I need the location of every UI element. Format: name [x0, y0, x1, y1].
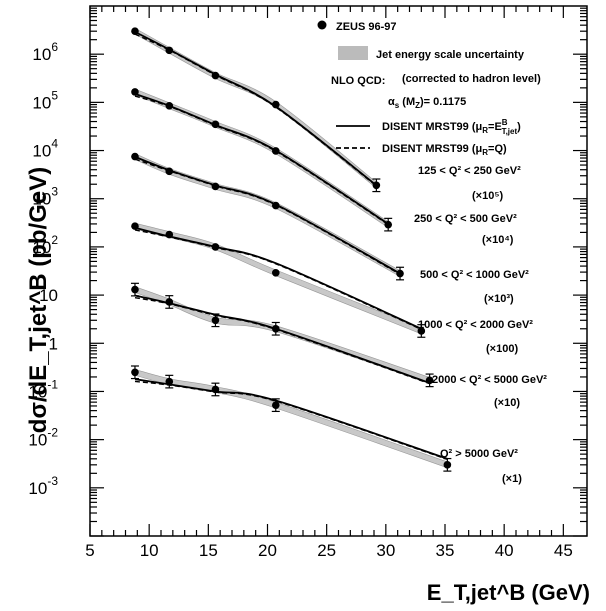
- data-point: [131, 88, 139, 96]
- y-tick-label: 104: [32, 137, 58, 161]
- y-axis-label: dσ/dE_T,jet^B (pb/GeV): [25, 167, 52, 433]
- legend-data-label: ZEUS 96-97: [336, 21, 397, 33]
- legend-nlo-label: NLO QCD:: [331, 75, 385, 87]
- data-point: [165, 101, 174, 110]
- x-axis-label: E_T,jet^B (GeV): [427, 580, 590, 605]
- data-point: [443, 461, 452, 469]
- data-point: [271, 324, 280, 333]
- x-tick-label: 5: [85, 541, 94, 560]
- x-tick-label: 35: [436, 541, 455, 560]
- uncertainty-band-5: [134, 369, 448, 469]
- series-3-scale-label: (×100): [486, 343, 518, 355]
- data-point: [131, 152, 139, 161]
- data-point: [211, 120, 220, 129]
- x-tick-label: 30: [376, 541, 395, 560]
- y-tick-label: 10-2: [28, 426, 58, 450]
- legend-band-swatch: [338, 46, 368, 60]
- series-annotations: 125 < Q² < 250 GeV² (×10⁵) 250 < Q² < 50…: [414, 165, 547, 485]
- legend-band-label: Jet energy scale uncertainty: [376, 49, 525, 61]
- data-point: [271, 269, 280, 277]
- data-points: [130, 27, 452, 472]
- y-tick-label: 10-3: [28, 474, 58, 498]
- series-4-scale-label: (×10): [494, 397, 520, 409]
- data-point: [211, 243, 220, 251]
- x-tick-label: 25: [317, 541, 336, 560]
- y-tick-label: 1: [49, 334, 58, 353]
- series-0-range-label: 125 < Q² < 250 GeV²: [418, 165, 521, 177]
- theory-solid-5: [134, 378, 448, 460]
- theory-curves: [134, 31, 448, 461]
- data-point: [165, 46, 174, 55]
- data-point: [425, 376, 434, 385]
- series-2-scale-label: (×10³): [484, 293, 514, 305]
- data-point: [131, 368, 139, 377]
- series-2-range-label: 500 < Q² < 1000 GeV²: [420, 269, 529, 281]
- data-point: [396, 269, 404, 278]
- theory-dashed-4: [134, 297, 430, 385]
- data-point: [384, 220, 393, 229]
- series-1-range-label: 250 < Q² < 500 GeV²: [414, 213, 517, 225]
- theory-dashed-5: [134, 380, 448, 461]
- y-tick-label: 105: [32, 88, 58, 112]
- x-tick-label: 40: [495, 541, 514, 560]
- data-point: [211, 71, 220, 80]
- legend-dashed-label: DISENT MRST99 (μR=Q): [382, 143, 507, 157]
- uncertainty-band-3: [134, 222, 422, 335]
- x-tick-label: 45: [554, 541, 573, 560]
- series-0-scale-label: (×10⁵): [472, 190, 503, 202]
- data-point: [165, 167, 174, 176]
- x-tick-label: 15: [199, 541, 218, 560]
- data-point: [271, 147, 280, 155]
- data-point: [165, 377, 174, 386]
- series-3-range-label: 1000 < Q² < 2000 GeV²: [418, 319, 533, 331]
- y-tick-label: 106: [32, 40, 58, 64]
- legend-solid-label: DISENT MRST99 (μR=EB T,jet): [382, 118, 521, 136]
- y-tick-label: 10-1: [28, 377, 58, 401]
- legend-nlo-note: (corrected to hadron level): [402, 73, 541, 85]
- data-point: [211, 316, 220, 325]
- data-point: [271, 401, 280, 409]
- y-tick-label: 103: [32, 185, 58, 209]
- data-point: [131, 27, 139, 35]
- data-point: [131, 222, 139, 230]
- data-point: [271, 201, 280, 210]
- data-point: [165, 230, 174, 239]
- theory-dashed-1: [134, 95, 389, 226]
- theory-dashed-0: [134, 33, 377, 187]
- legend-data-marker: [317, 20, 327, 30]
- theory-dashed-2: [134, 158, 401, 275]
- x-tick-label: 10: [140, 541, 159, 560]
- theory-dashed-3: [134, 229, 422, 331]
- uncertainty-bands: [134, 27, 448, 469]
- series-4-range-label: 2000 < Q² < 5000 GeV²: [432, 374, 547, 386]
- theory-solid-1: [134, 93, 389, 225]
- y-tick-label: 10: [39, 286, 58, 305]
- theory-solid-2: [134, 155, 401, 275]
- series-5-range-label: Q² > 5000 GeV²: [440, 448, 518, 460]
- series-5-scale-label: (×1): [502, 473, 522, 485]
- uncertainty-band-4: [134, 286, 430, 384]
- data-point: [211, 385, 220, 394]
- y-tick-label: 102: [32, 233, 58, 257]
- uncertainty-band-1: [134, 88, 389, 229]
- svg-text:dσ/dE_T,jet^B (pb/GeV): dσ/dE_T,jet^B (pb/GeV): [25, 167, 52, 433]
- x-tick-label: 20: [258, 541, 277, 560]
- data-point: [271, 100, 280, 109]
- data-point: [165, 298, 174, 306]
- data-point: [131, 285, 139, 294]
- data-point: [211, 182, 220, 191]
- legend-alpha: αs (MZ)= 0.1175: [388, 96, 466, 110]
- series-1-scale-label: (×10⁴): [482, 234, 514, 246]
- data-point: [372, 181, 381, 190]
- data-point: [417, 327, 426, 335]
- legend: ZEUS 96-97 Jet energy scale uncertainty …: [317, 20, 541, 157]
- x-axis-ticks: 5 10 15 20 25 30 35 40 45: [85, 6, 573, 560]
